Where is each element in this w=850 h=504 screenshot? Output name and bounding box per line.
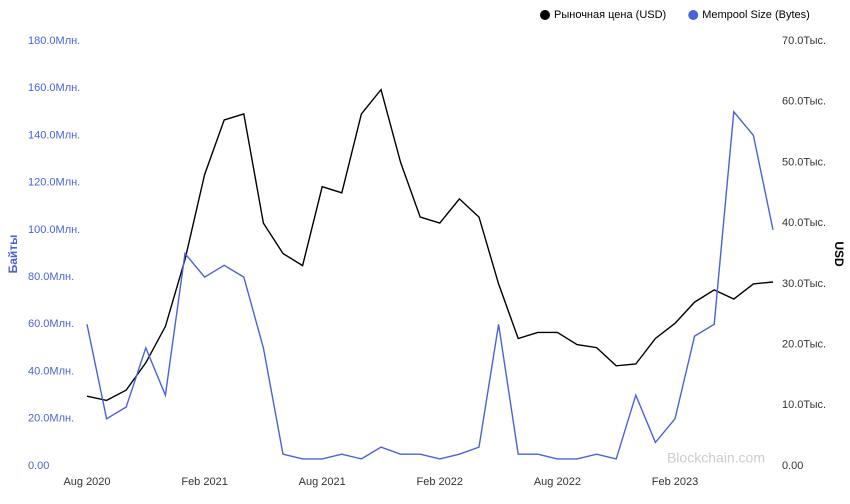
y-tick-label: 0.00 xyxy=(28,460,49,472)
y2-tick-label: 70.0Тыс. xyxy=(782,35,826,47)
y-tick-label: 140.0Млн. xyxy=(28,129,80,141)
watermark: Blockchain.com xyxy=(667,450,765,466)
x-tick-label: Feb 2021 xyxy=(181,476,227,488)
legend-label: Mempool Size (Bytes) xyxy=(702,9,810,21)
x-tick-label: Aug 2021 xyxy=(299,476,346,488)
y-tick-label: 100.0Млн. xyxy=(28,224,80,236)
y-tick-label: 20.0Млн. xyxy=(28,413,74,425)
x-tick-label: Aug 2020 xyxy=(63,476,110,488)
y2-tick-label: 0.00 xyxy=(782,460,803,472)
y-tick-label: 80.0Млн. xyxy=(28,271,74,283)
y-tick-label: 120.0Млн. xyxy=(28,177,80,189)
legend-marker xyxy=(688,10,699,20)
line-series xyxy=(86,110,774,460)
y-tick-label: 180.0Млн. xyxy=(28,35,80,47)
y2-tick-label: 20.0Тыс. xyxy=(782,338,826,350)
y-axis-title: Байты xyxy=(6,235,20,274)
y2-tick-label: 40.0Тыс. xyxy=(782,217,826,229)
line-series xyxy=(86,88,774,402)
legend-label: Рыночная цена (USD) xyxy=(554,9,666,21)
y2-tick-label: 10.0Тыс. xyxy=(782,399,826,411)
y2-tick-label: 30.0Тыс. xyxy=(782,278,826,290)
x-tick-label: Feb 2022 xyxy=(417,476,463,488)
x-tick-label: Feb 2023 xyxy=(652,476,698,488)
y-tick-label: 40.0Млн. xyxy=(28,365,74,377)
y2-tick-label: 50.0Тыс. xyxy=(782,156,826,168)
y2-tick-label: 60.0Тыс. xyxy=(782,96,826,108)
y-tick-label: 60.0Млн. xyxy=(28,318,74,330)
x-tick-label: Aug 2022 xyxy=(534,476,581,488)
y-tick-label: 160.0Млн. xyxy=(28,82,80,94)
y2-axis-title: USD xyxy=(832,241,846,267)
legend-marker xyxy=(540,10,550,20)
